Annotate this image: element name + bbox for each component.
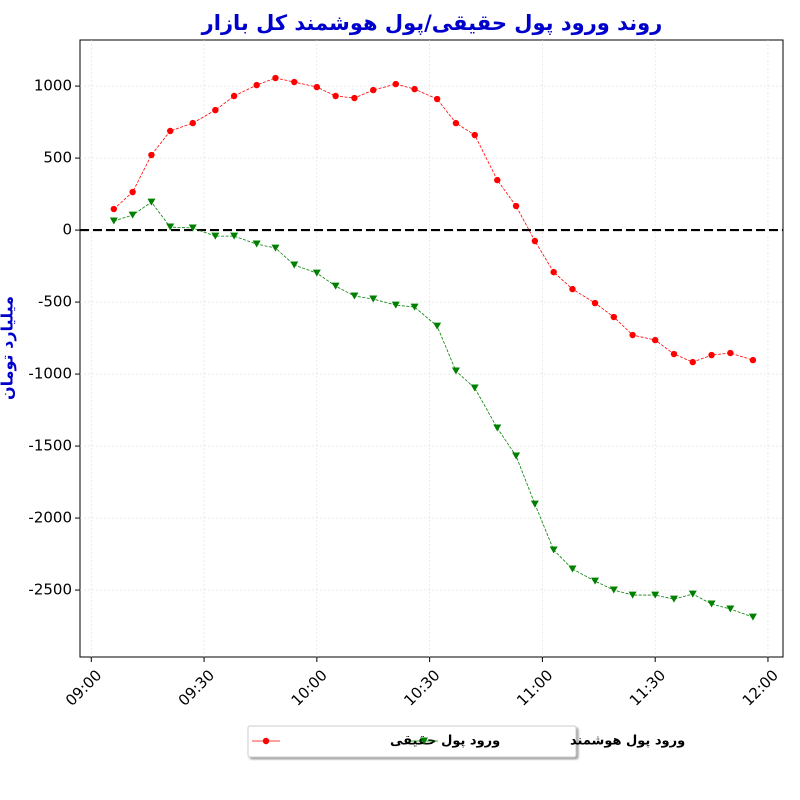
point	[493, 424, 502, 432]
point	[166, 223, 175, 231]
point	[531, 237, 539, 245]
point	[470, 384, 479, 392]
legend-label: ورود پول حقیقی	[390, 734, 500, 749]
point	[651, 336, 659, 344]
series-line	[113, 201, 754, 618]
point	[708, 351, 715, 359]
point	[628, 591, 637, 599]
point	[512, 202, 520, 210]
y-axis-label: میلیارد تومان	[0, 296, 17, 400]
point	[369, 295, 378, 303]
point	[148, 151, 155, 159]
point	[688, 590, 697, 598]
point	[167, 127, 174, 135]
point	[230, 92, 238, 100]
point	[670, 350, 678, 358]
point	[651, 591, 660, 599]
point	[727, 349, 734, 357]
point	[749, 356, 757, 364]
point	[433, 95, 441, 103]
series-line	[113, 77, 754, 363]
point	[591, 577, 600, 585]
chart-title: روند ورود پول حقیقی/پول هوشمند کل بازار	[201, 11, 663, 35]
legend-box	[247, 725, 577, 758]
x-tick-label: 11:30	[626, 666, 669, 709]
x-tick-label: 10:30	[400, 666, 443, 709]
point	[689, 358, 696, 366]
point	[351, 94, 358, 102]
point	[290, 261, 299, 269]
point	[392, 80, 399, 88]
point	[272, 74, 279, 82]
point	[669, 595, 678, 603]
x-tick-label: 11:00	[513, 666, 556, 709]
point	[610, 313, 618, 321]
point	[494, 176, 501, 184]
point	[748, 613, 757, 621]
point	[550, 268, 557, 276]
point	[291, 78, 298, 86]
y-tick-label: -2500	[28, 581, 72, 599]
point	[109, 217, 118, 225]
point	[331, 282, 340, 290]
y-tick-label: -1000	[28, 365, 72, 383]
point	[212, 106, 219, 114]
x-tick-label: 09:00	[62, 666, 105, 709]
plot-frame	[79, 39, 784, 658]
y-tick-label: -2000	[28, 509, 72, 527]
point	[312, 269, 321, 277]
point	[271, 244, 280, 252]
point	[568, 565, 577, 573]
x-tick-label: 09:30	[175, 666, 218, 709]
point	[629, 331, 636, 339]
point	[391, 301, 400, 309]
point	[569, 285, 576, 293]
point	[332, 92, 339, 100]
x-tick-label: 10:00	[288, 666, 331, 709]
point	[451, 367, 460, 375]
point	[452, 119, 460, 127]
point	[549, 546, 558, 554]
legend-label: ورود پول هوشمند	[570, 734, 685, 749]
point	[189, 119, 196, 127]
point	[253, 81, 260, 89]
point	[370, 86, 377, 94]
y-tick-label: 0	[62, 221, 72, 239]
point	[591, 299, 599, 307]
x-tick-label: 12:00	[739, 666, 782, 709]
y-tick-label: -1500	[28, 437, 72, 455]
point	[410, 303, 419, 311]
point	[411, 85, 418, 93]
y-tick-label: -500	[38, 293, 72, 311]
point	[147, 198, 156, 206]
point	[188, 224, 197, 232]
point	[252, 240, 261, 248]
point	[471, 131, 478, 139]
point	[129, 188, 136, 196]
point	[313, 83, 321, 91]
point	[128, 211, 137, 219]
point	[350, 292, 359, 300]
point	[707, 600, 716, 608]
point	[726, 605, 735, 613]
point	[230, 232, 239, 240]
point	[609, 586, 618, 594]
point	[110, 205, 118, 213]
point	[211, 232, 220, 240]
y-tick-label: 500	[43, 149, 72, 167]
legend-marker	[262, 737, 270, 745]
point	[530, 500, 539, 508]
legend: ورود پول حقیقی ورود پول هوشمند	[247, 725, 685, 758]
point	[512, 452, 521, 460]
y-tick-label: 1000	[34, 77, 72, 95]
point	[433, 322, 442, 330]
legend-marker	[420, 737, 428, 745]
